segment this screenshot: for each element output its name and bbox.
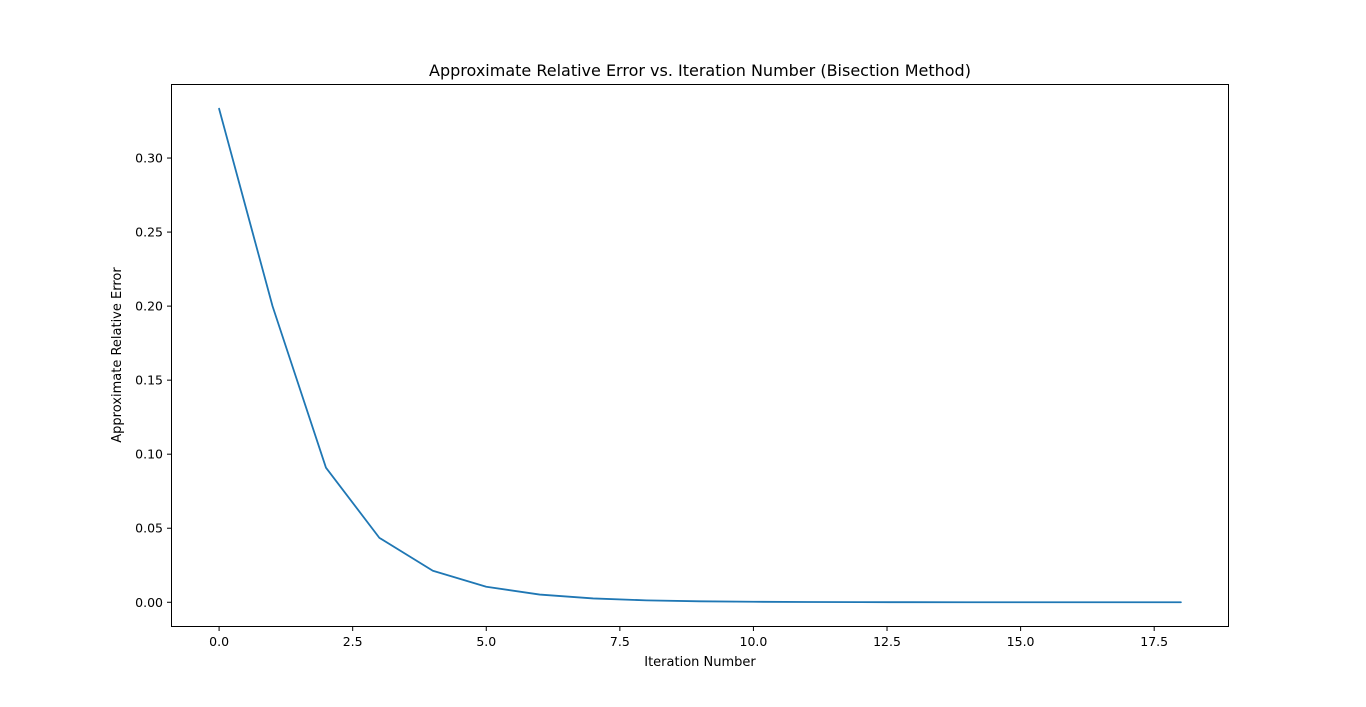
x-tick-label: 10.0	[740, 634, 768, 649]
y-tick-label: 0.05	[135, 521, 163, 536]
series-line	[218, 107, 1182, 604]
y-tick-label: 0.10	[135, 447, 163, 462]
x-tick-label: 7.5	[610, 634, 630, 649]
x-tick-label: 5.0	[476, 634, 496, 649]
y-tick-label: 0.25	[135, 225, 163, 240]
y-tick-label: 0.15	[135, 373, 163, 388]
chart-title: Approximate Relative Error vs. Iteration…	[429, 61, 971, 80]
plot-area-frame	[171, 84, 1229, 627]
x-tick-label: 0.0	[209, 634, 229, 649]
x-tick-label: 12.5	[873, 634, 901, 649]
y-tick-label: 0.00	[135, 595, 163, 610]
y-axis-ticks: 0.00 0.05 0.10 0.15 0.20 0.25 0.30	[135, 151, 171, 610]
x-axis-label: Iteration Number	[644, 655, 756, 670]
x-tick-label: 2.5	[343, 634, 363, 649]
x-tick-label: 15.0	[1007, 634, 1035, 649]
x-axis-ticks: 0.0 2.5 5.0 7.5 10.0 12.5 15.0 17.5	[209, 627, 1168, 649]
x-tick-label: 17.5	[1140, 634, 1168, 649]
series-layer	[218, 107, 1182, 604]
y-tick-label: 0.20	[135, 299, 163, 314]
y-axis-label: Approximate Relative Error	[110, 267, 125, 443]
y-tick-label: 0.30	[135, 151, 163, 166]
